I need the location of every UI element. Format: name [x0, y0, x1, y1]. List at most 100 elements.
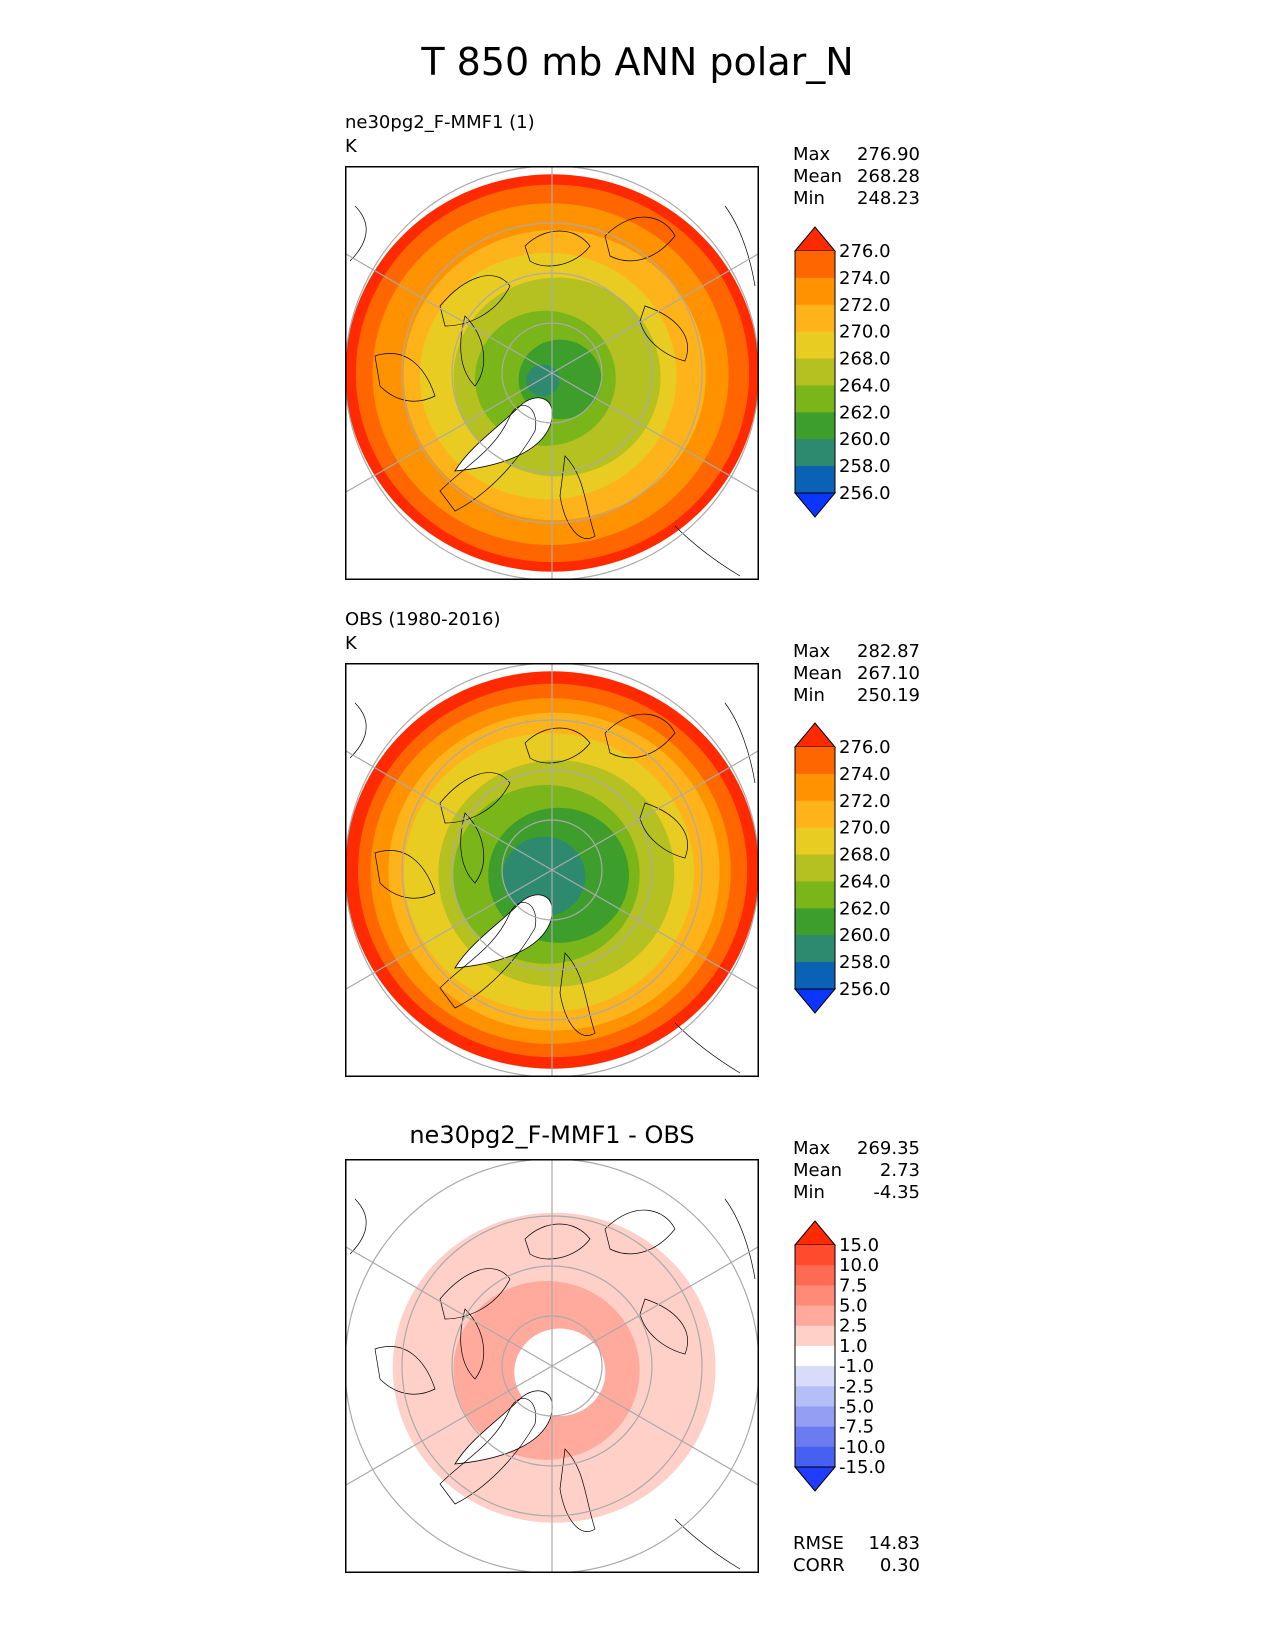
coastline: [349, 702, 367, 759]
coastline: [639, 1298, 688, 1355]
colorbar-tick-label: 262.0: [839, 402, 890, 423]
coastline: [439, 772, 511, 824]
coastline: [349, 205, 367, 262]
colorbar-tick-label: 262.0: [839, 898, 890, 919]
meridian-gridline: [551, 869, 759, 991]
stat-value: 276.90: [857, 144, 920, 165]
greenland-landmass: [454, 1390, 553, 1465]
meridian-gridline: [345, 372, 553, 494]
contour-band: [502, 836, 586, 917]
colorbar-tick-label: 268.0: [839, 845, 890, 866]
stat-label: Min: [793, 188, 825, 209]
stat-row: CORR 0.30: [793, 1555, 920, 1577]
colorbar-swatch: [795, 251, 835, 279]
coastline: [374, 353, 436, 402]
coastline: [674, 1022, 741, 1074]
stat-value: 269.35: [857, 1138, 920, 1159]
colorbar-swatch: [795, 439, 835, 467]
colorbar-swatch: [795, 466, 835, 494]
colorbar-swatch: [795, 412, 835, 440]
stat-value: 248.23: [857, 188, 920, 209]
colorbar-tick-label: 256.0: [839, 979, 890, 1000]
meridian-gridline: [345, 869, 553, 991]
stat-label: CORR: [793, 1555, 845, 1576]
colorbar-swatch: [795, 881, 835, 909]
colorbar-tick-label: 260.0: [839, 429, 890, 450]
meridian-gridline: [551, 1245, 759, 1367]
colorbar-tick-label: 2.5: [839, 1316, 868, 1337]
polar-map: [345, 663, 759, 1077]
panel-units: K: [345, 633, 357, 654]
colorbar-tick-label: -10.0: [839, 1437, 886, 1458]
colorbar-swatch: [795, 773, 835, 802]
stat-value: 2.73: [879, 1160, 920, 1181]
stat-row: Mean 268.28: [793, 166, 920, 188]
colorbar-swatch: [795, 1345, 835, 1367]
meridian-gridline: [551, 372, 759, 494]
colorbar-swatch: [795, 385, 835, 413]
coastline: [439, 405, 537, 512]
colorbar-swatch: [795, 1446, 835, 1468]
stat-row: RMSE 14.83: [793, 1533, 920, 1555]
stats-block: Max 276.90 Mean 268.28 Min 248.23: [793, 144, 920, 210]
colorbar-extend-min: [793, 492, 837, 518]
stat-row: Max 276.90: [793, 144, 920, 166]
stats-block: Max 269.35 Mean 2.73 Min -4.35: [793, 1138, 920, 1204]
coastline: [439, 902, 537, 1009]
coastline: [639, 305, 688, 362]
colorbar: 15.010.07.55.02.51.0-1.0-2.5-5.0-7.5-10.…: [793, 1220, 886, 1492]
coastline: [674, 1518, 741, 1570]
colorbar-swatch: [795, 908, 835, 936]
coastline: [604, 216, 676, 262]
colorbar-swatch: [795, 1406, 835, 1428]
colorbar-tick-label: 260.0: [839, 925, 890, 946]
stat-label: RMSE: [793, 1533, 844, 1554]
colorbar-tick-label: 272.0: [839, 295, 890, 316]
colorbar-tick-label: 10.0: [839, 1255, 879, 1276]
colorbar-tick-label: 272.0: [839, 791, 890, 812]
colorbar-tick-label: 256.0: [839, 483, 890, 504]
stat-label: Max: [793, 144, 831, 165]
greenland-landmass: [454, 894, 553, 969]
panel-units: K: [345, 136, 357, 157]
stat-row: Min 250.19: [793, 685, 920, 707]
stat-value: -4.35: [873, 1182, 920, 1203]
colorbar-extend-min: [793, 1466, 837, 1492]
colorbar-tick-label: 7.5: [839, 1275, 868, 1296]
colorbar-tick-label: -2.5: [839, 1376, 874, 1397]
coastline: [439, 1268, 511, 1320]
colorbar-tick-label: -5.0: [839, 1396, 874, 1417]
stat-row: Max 269.35: [793, 1138, 920, 1160]
colorbar-swatch: [795, 854, 835, 882]
colorbar: 276.0 274.0 272.0 270.0 268.0 264.0 262.0 260.0…: [793, 722, 890, 1014]
coastline: [524, 1223, 591, 1260]
coastline: [604, 713, 676, 759]
colorbar-swatch: [795, 827, 835, 856]
colorbar-tick-label: 274.0: [839, 764, 890, 785]
map-frame: [345, 1159, 759, 1573]
coastline: [724, 1198, 756, 1280]
polar-map: [345, 166, 759, 580]
coastline: [374, 850, 436, 899]
panel-title: ne30pg2_F-MMF1 (1): [345, 112, 535, 133]
colorbar-tick-label: 276.0: [839, 737, 890, 758]
coastline: [559, 952, 596, 1036]
colorbar-swatch: [795, 304, 835, 333]
metrics-block: RMSE 14.83 CORR 0.30: [793, 1533, 920, 1577]
coastline: [460, 812, 485, 884]
colorbar-swatch: [795, 935, 835, 963]
panel-model: ne30pg2_F-MMF1 (1) K Max 276.90 Mean 268.28 M…: [0, 0, 1275, 580]
stat-value: 14.83: [868, 1533, 920, 1554]
meridian-gridline: [551, 252, 759, 374]
stat-label: Min: [793, 685, 825, 706]
colorbar-extend-max: [793, 722, 837, 748]
coastline: [374, 1346, 436, 1395]
coastline: [674, 525, 741, 577]
coastline: [349, 1198, 367, 1255]
meridian-gridline: [345, 749, 553, 871]
map-frame: [345, 663, 759, 1077]
stat-label: Max: [793, 641, 831, 662]
colorbar-tick-label: 258.0: [839, 952, 890, 973]
colorbar-tick-label: 270.0: [839, 322, 890, 343]
colorbar-tick-label: 268.0: [839, 349, 890, 370]
